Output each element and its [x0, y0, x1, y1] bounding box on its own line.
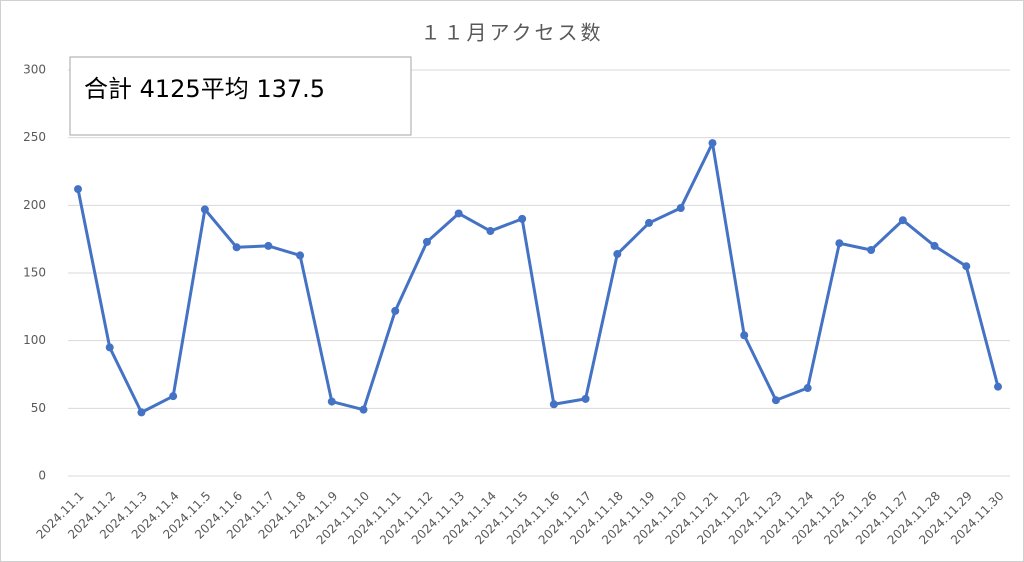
series	[74, 139, 1002, 417]
point	[105, 343, 114, 352]
y-tick-label: 250	[23, 130, 46, 144]
point	[391, 306, 400, 315]
point	[803, 384, 812, 393]
point	[486, 227, 495, 236]
y-tick-label: 50	[31, 401, 46, 415]
y-tick-label: 0	[38, 469, 46, 483]
y-tick-label: 100	[23, 333, 46, 347]
y-tick-label: 300	[23, 63, 46, 77]
point	[581, 394, 590, 403]
point	[930, 241, 939, 250]
point	[740, 331, 749, 340]
point	[74, 185, 82, 194]
point	[708, 139, 717, 148]
point	[518, 214, 527, 223]
point	[137, 408, 146, 417]
point	[898, 216, 907, 225]
point	[771, 396, 780, 405]
annotation-box	[69, 56, 412, 136]
point	[327, 397, 336, 406]
point	[613, 250, 622, 259]
point	[962, 262, 971, 271]
annotation: 合計 4125平均 137.5	[84, 75, 325, 103]
point	[645, 218, 654, 227]
point	[359, 405, 368, 414]
line	[76, 141, 1000, 414]
point	[264, 241, 273, 250]
point	[232, 243, 241, 252]
point	[835, 239, 844, 248]
point	[549, 400, 558, 409]
point	[169, 392, 178, 401]
point	[676, 204, 685, 213]
chart-title: １１月アクセス数	[421, 21, 604, 45]
y-tick-label: 200	[23, 198, 46, 212]
point	[454, 209, 463, 218]
point	[867, 245, 876, 254]
point	[422, 237, 431, 246]
point	[200, 205, 209, 214]
point	[296, 251, 305, 260]
point	[994, 382, 1002, 391]
y-tick-label: 150	[23, 266, 46, 280]
